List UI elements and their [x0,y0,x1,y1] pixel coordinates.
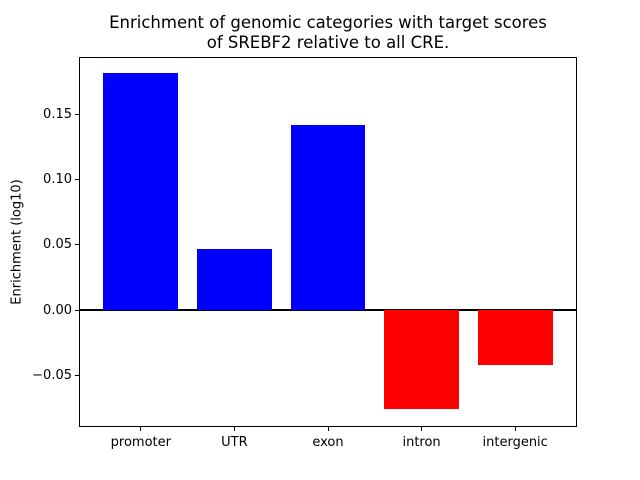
bar-UTR [196,248,272,310]
chart-title-line-2: of SREBF2 relative to all CRE. [206,33,450,52]
y-tick-label-1: 0.10 [43,172,72,188]
zero-line [80,308,576,312]
y-tick-mark-3 [75,309,79,311]
x-tick-mark-promoter [140,427,142,431]
plot-area [75,57,577,431]
bar-intergenic [477,310,553,365]
x-tick-label-exon: exon [312,435,344,450]
x-tick-label-intron: intron [402,435,441,450]
chart-title-line-1: Enrichment of genomic categories with ta… [109,13,547,32]
x-tick-label-UTR: UTR [221,435,248,450]
chart-title: Enrichment of genomic categories with ta… [80,13,576,53]
bar-exon [290,125,366,310]
x-tick-mark-UTR [233,427,235,431]
bar-intron [384,310,459,409]
y-tick-label-4: −0.05 [32,367,72,383]
x-tick-label-promoter: promoter [110,435,171,450]
y-tick-label-3: 0.00 [43,302,72,318]
x-tick-mark-exon [327,427,329,431]
y-tick-mark-4 [75,374,79,376]
y-tick-mark-1 [75,179,79,181]
y-tick-mark-0 [75,114,79,116]
x-tick-label-intergenic: intergenic [482,435,548,450]
y-tick-label-0: 0.15 [43,107,72,123]
x-tick-mark-intergenic [514,427,516,431]
bar-promoter [103,73,179,310]
y-tick-label-2: 0.05 [43,237,72,253]
x-tick-mark-intron [421,427,423,431]
y-tick-mark-2 [75,244,79,246]
